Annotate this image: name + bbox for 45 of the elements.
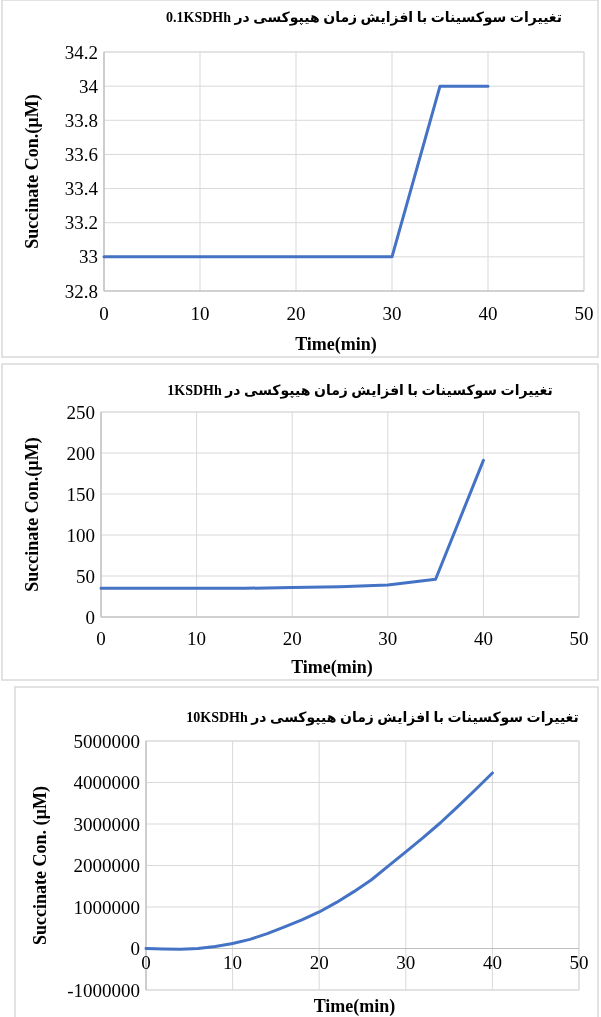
x-tick-label: 50 bbox=[569, 951, 589, 973]
x-tick-label: 10 bbox=[187, 628, 207, 649]
x-tick-label: 50 bbox=[574, 303, 594, 324]
y-tick-label: 0 bbox=[85, 606, 95, 628]
y-tick-label: 5000000 bbox=[73, 730, 140, 752]
x-tick-label: 40 bbox=[478, 303, 498, 324]
y-tick-label: 33.6 bbox=[64, 143, 98, 165]
x-tick-label: 10 bbox=[190, 303, 210, 324]
y-tick-label: 0 bbox=[130, 938, 140, 959]
y-tick-label: 2000000 bbox=[73, 855, 140, 876]
y-tick-label: 150 bbox=[66, 483, 95, 505]
y-axis-title: Succinate Con. (µM) bbox=[30, 786, 51, 945]
x-tick-label: 30 bbox=[378, 628, 398, 649]
y-tick-label: 1000000 bbox=[73, 896, 140, 918]
x-tick-label: 40 bbox=[482, 951, 502, 973]
y-tick-label: 33 bbox=[79, 246, 98, 268]
chart-title: تغییرات سوکسینات با افزایش زمان هیپوکسی در 1KSDHh bbox=[167, 383, 553, 399]
y-tick-label: 50 bbox=[76, 565, 95, 587]
y-tick-label: 4000000 bbox=[73, 772, 140, 793]
x-axis-title: Time(min) bbox=[295, 334, 377, 355]
x-tick-label: 20 bbox=[309, 951, 329, 973]
chart-title: تغییرات سوکسینات با افزایش زمان هیپوکسی در 0.1KSDHh bbox=[166, 10, 562, 26]
x-tick-label: 30 bbox=[396, 951, 416, 973]
y-tick-label: 3000000 bbox=[73, 813, 140, 835]
y-tick-label: 33.4 bbox=[64, 178, 99, 200]
y-tick-label: 100 bbox=[66, 524, 95, 546]
x-tick-label: 30 bbox=[382, 303, 402, 324]
y-axis-title: Succinate Con.(µM) bbox=[22, 437, 43, 592]
y-tick-label: 32.8 bbox=[64, 280, 98, 302]
chart-title: تغییرات سوکسینات با افزایش زمان هیپوکسی در 10KSDHh bbox=[186, 710, 579, 726]
x-tick-label: 50 bbox=[569, 628, 589, 649]
y-tick-label: -1000000 bbox=[67, 979, 140, 1001]
x-tick-label: 40 bbox=[473, 628, 493, 649]
x-axis-title: Time(min) bbox=[313, 996, 396, 1017]
y-tick-label: 34 bbox=[79, 75, 99, 97]
x-axis-title: Time(min) bbox=[291, 657, 373, 678]
y-tick-label: 33.8 bbox=[64, 109, 98, 131]
x-tick-label: 20 bbox=[286, 303, 306, 324]
y-tick-label: 34.2 bbox=[64, 41, 98, 63]
y-tick-label: 200 bbox=[66, 442, 95, 464]
x-tick-label: 10 bbox=[223, 951, 243, 973]
y-tick-label: 250 bbox=[66, 401, 95, 423]
x-tick-label: 20 bbox=[282, 628, 302, 649]
y-axis-title: Succinate Con.(µM) bbox=[22, 94, 43, 249]
y-tick-label: 33.2 bbox=[64, 212, 98, 234]
